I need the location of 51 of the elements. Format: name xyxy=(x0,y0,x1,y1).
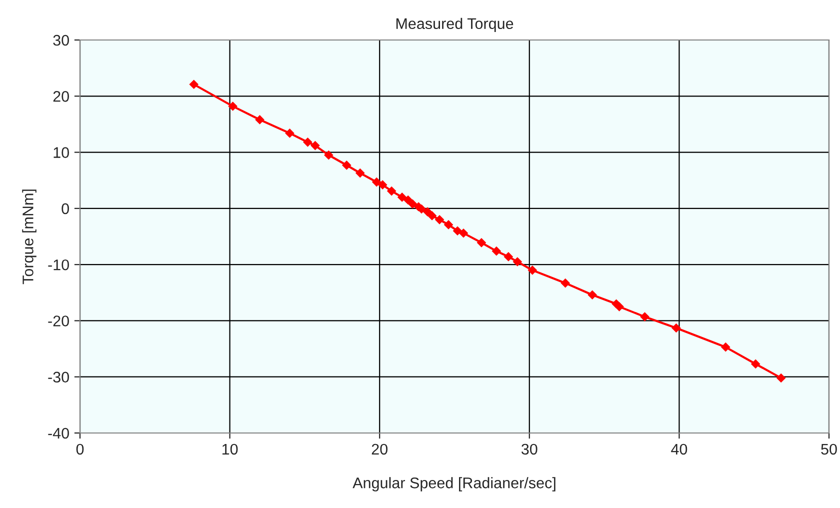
point xyxy=(444,220,453,230)
x-axis-title: Angular Speed [Radianer/sec] xyxy=(352,477,556,492)
point xyxy=(324,150,334,160)
point xyxy=(372,178,382,186)
y-tick-label: 30 xyxy=(53,34,69,46)
point xyxy=(459,228,468,238)
point xyxy=(528,266,537,275)
point xyxy=(640,312,650,322)
point xyxy=(303,138,312,147)
point xyxy=(408,199,418,208)
point xyxy=(477,238,486,248)
point xyxy=(560,278,570,288)
point xyxy=(751,359,760,368)
y-tick-label: -30 xyxy=(48,372,69,383)
point xyxy=(721,342,730,352)
chart-title: Measured Torque xyxy=(396,18,514,32)
x-tick-label: 20 xyxy=(372,444,388,455)
point xyxy=(285,128,294,138)
point xyxy=(492,246,501,256)
x-tick-label: 10 xyxy=(222,444,238,455)
y-axis-title: Torque [mNm] xyxy=(22,190,36,284)
point xyxy=(614,302,624,312)
point xyxy=(776,374,786,382)
point xyxy=(255,115,264,124)
point xyxy=(189,80,198,89)
y-tick-label: -40 xyxy=(48,428,69,439)
point xyxy=(453,226,462,236)
point xyxy=(356,168,365,178)
point xyxy=(504,252,513,262)
point xyxy=(378,180,388,190)
point xyxy=(310,141,320,150)
point xyxy=(588,290,597,300)
y-tick-label: 0 xyxy=(62,203,69,214)
x-tick-label: 30 xyxy=(521,444,538,455)
point xyxy=(512,257,522,266)
y-tick-label: 20 xyxy=(53,91,69,102)
y-tick-label: -20 xyxy=(48,316,69,326)
x-tick-label: 40 xyxy=(671,444,688,455)
point xyxy=(672,324,681,332)
point xyxy=(435,215,444,224)
point xyxy=(387,186,396,196)
point xyxy=(428,211,436,220)
point xyxy=(342,160,352,170)
y-tick-label: -10 xyxy=(48,259,69,270)
point xyxy=(228,102,238,111)
point xyxy=(398,192,407,202)
x-tick-label: 0 xyxy=(76,444,84,455)
x-tick-label: 50 xyxy=(821,444,837,455)
y-tick-label: 10 xyxy=(54,147,69,158)
point xyxy=(404,196,413,204)
point xyxy=(423,207,432,216)
